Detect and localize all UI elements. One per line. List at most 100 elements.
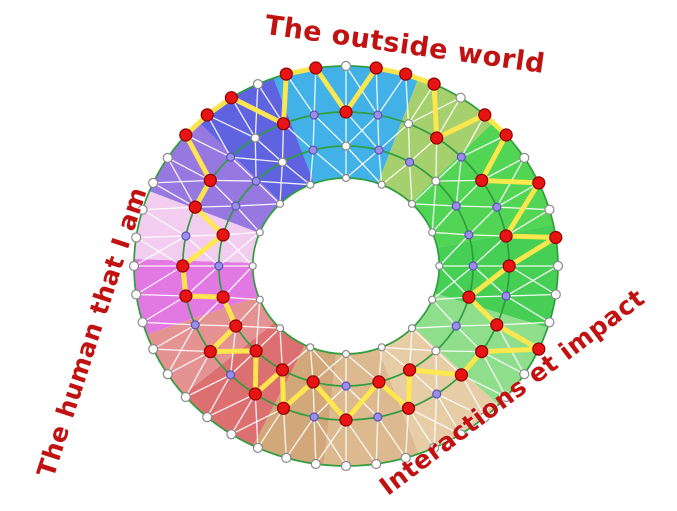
wheel-node xyxy=(432,389,442,399)
wheel-node xyxy=(340,460,352,472)
mesh-line xyxy=(235,325,281,329)
mesh-line xyxy=(309,150,314,185)
wheel-node xyxy=(403,363,417,377)
mesh-line xyxy=(411,327,437,352)
mesh-line xyxy=(435,179,482,182)
wheel-node xyxy=(148,344,159,355)
wheel-node xyxy=(405,157,415,167)
wheel-node xyxy=(200,108,214,122)
mesh-line xyxy=(185,374,231,398)
wheel-node xyxy=(490,318,504,332)
mesh-line xyxy=(142,206,196,211)
wheel-node xyxy=(202,412,213,423)
wheel-node xyxy=(501,391,512,403)
wheel-node xyxy=(429,442,440,453)
wheel-node xyxy=(407,324,417,333)
wheel-node xyxy=(427,77,441,91)
mesh-line xyxy=(433,393,438,448)
mesh-line xyxy=(167,324,196,375)
wheel-node xyxy=(276,117,291,131)
mesh-line xyxy=(206,393,256,418)
mesh-line xyxy=(281,161,311,186)
mesh-line xyxy=(378,150,383,185)
wheel-node xyxy=(341,173,351,183)
mesh-line xyxy=(345,353,380,383)
wheel-node xyxy=(549,230,563,245)
mesh-line xyxy=(256,180,311,186)
wheel-node xyxy=(341,349,351,359)
mesh-line xyxy=(167,157,211,181)
wheel-node xyxy=(248,387,262,401)
wheel-hole xyxy=(252,178,440,354)
wheel-node xyxy=(428,295,437,304)
wheel-node xyxy=(275,363,289,377)
mesh-line xyxy=(235,205,261,233)
wheel-node xyxy=(400,452,411,463)
wheel-node xyxy=(231,201,241,211)
wheel-node xyxy=(181,231,191,241)
wheel-node xyxy=(372,375,386,389)
mesh-line xyxy=(431,205,457,233)
wheel-node xyxy=(501,291,511,301)
mesh-line xyxy=(210,179,257,182)
mesh-line xyxy=(408,328,413,370)
nodes-layer xyxy=(128,60,564,472)
wheel-node xyxy=(454,368,468,382)
wheel-sector xyxy=(323,348,419,466)
mesh-line xyxy=(505,265,559,297)
mesh-line xyxy=(435,137,438,182)
wheel-node xyxy=(275,199,285,208)
wheel-node xyxy=(377,180,386,189)
mesh-line xyxy=(431,181,437,233)
mesh-line xyxy=(279,328,284,370)
wheel-node xyxy=(216,228,230,242)
wheel-node xyxy=(478,108,492,122)
mesh-line xyxy=(185,351,211,398)
wheel-node xyxy=(451,321,461,331)
mesh-line xyxy=(152,324,196,350)
wheel-node xyxy=(492,202,502,212)
mesh-line xyxy=(142,295,187,323)
mesh-line xyxy=(135,236,184,267)
wheel-node xyxy=(226,429,237,440)
mesh-line xyxy=(231,407,284,435)
wheel-node xyxy=(188,200,202,214)
wheel-node xyxy=(148,177,159,188)
wheel-node xyxy=(229,319,243,333)
mesh-line xyxy=(167,157,196,208)
wheel-node xyxy=(214,261,224,271)
mesh-line xyxy=(230,393,256,435)
wheel-node xyxy=(279,67,293,81)
mesh-line xyxy=(411,325,457,329)
wheel-node xyxy=(306,180,315,189)
wheel-node xyxy=(456,152,466,162)
mesh-line xyxy=(407,83,435,125)
mesh-line xyxy=(481,351,525,375)
mesh-line xyxy=(254,137,257,182)
wheel-sector xyxy=(183,322,306,446)
wheel-node xyxy=(339,105,353,119)
mesh-line xyxy=(222,234,254,267)
mesh-line xyxy=(313,67,317,116)
mesh-line xyxy=(309,346,347,387)
wheel-node xyxy=(250,133,260,143)
mesh-line xyxy=(195,324,236,327)
wheel-node xyxy=(455,429,466,440)
mesh-line xyxy=(505,295,550,323)
wheel-node xyxy=(252,78,263,90)
mesh-line xyxy=(345,419,377,465)
mesh-line xyxy=(460,114,486,158)
wheel-node xyxy=(203,173,217,187)
mesh-line xyxy=(455,157,463,207)
mesh-line xyxy=(279,162,284,204)
mesh-line xyxy=(206,374,232,418)
wheel-node xyxy=(179,289,193,303)
mesh-line xyxy=(206,114,256,139)
mesh-line xyxy=(468,206,498,236)
mesh-line xyxy=(285,416,315,459)
wheel-node xyxy=(451,201,461,211)
wheel-node xyxy=(428,228,437,237)
wheel-node xyxy=(399,67,413,81)
